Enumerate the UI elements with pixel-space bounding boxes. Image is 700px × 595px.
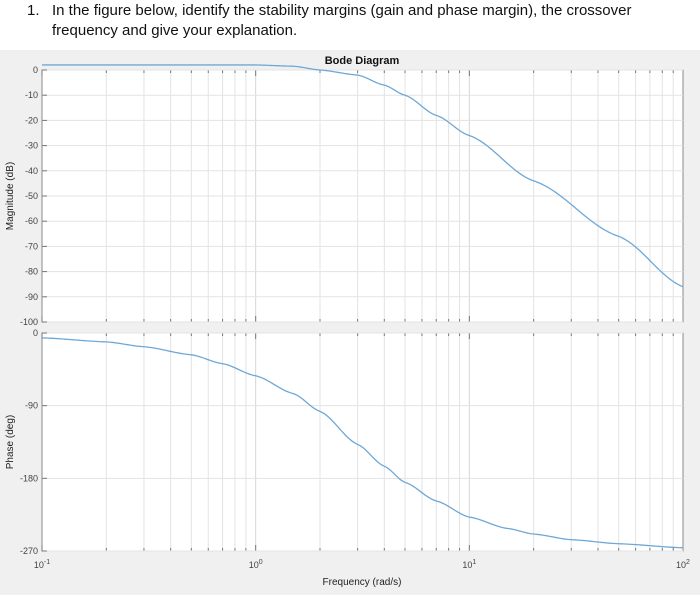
magnitude-tick-label: -50 bbox=[25, 191, 38, 201]
x-tick-exponent: 1 bbox=[472, 559, 476, 566]
question-line-2: frequency and give your explanation. bbox=[52, 22, 298, 39]
phase-plot-area bbox=[41, 332, 684, 552]
phase-grid bbox=[41, 332, 683, 552]
magnitude-tick-label: -60 bbox=[25, 216, 38, 226]
phase-curve bbox=[41, 337, 684, 549]
magnitude-tick-label: -30 bbox=[25, 141, 38, 151]
magnitude-tick-label: -40 bbox=[25, 166, 38, 176]
x-tick-label: 100 bbox=[249, 559, 263, 570]
magnitude-tick-label: 0 bbox=[33, 65, 38, 75]
x-axis-label: Frequency (rad/s) bbox=[323, 577, 402, 588]
bode-figure: Bode Diagram 0 -10 -20 -30 -40 -50 -60 -70 -80 -9… bbox=[0, 50, 700, 595]
phase-y-ticks: 0 -90 -180 -270 bbox=[20, 328, 47, 556]
magnitude-curve bbox=[42, 64, 684, 288]
phase-tick-label: -270 bbox=[20, 546, 38, 556]
phase-ylabel: Phase (deg) bbox=[5, 415, 16, 469]
question-line-1: In the figure below, identify the stabil… bbox=[52, 2, 632, 19]
question-number: 1. bbox=[27, 2, 40, 19]
question-text: 1. In the figure below, identify the sta… bbox=[0, 0, 700, 50]
bode-diagram: Bode Diagram 0-10-20-30-40-50-60-70-80-9… bbox=[5, 55, 690, 588]
magnitude-tick-label: -90 bbox=[25, 292, 38, 302]
magnitude-tick-label: -20 bbox=[25, 115, 38, 125]
magnitude-tick-label: -100 bbox=[20, 317, 38, 327]
magnitude-ylabel: Magnitude (dB) bbox=[5, 162, 16, 230]
magnitude-tick-label: -70 bbox=[25, 241, 38, 251]
x-tick-exponent: -1 bbox=[44, 559, 50, 566]
x-tick-label: 102 bbox=[676, 559, 690, 570]
x-tick-label: 101 bbox=[462, 559, 476, 570]
phase-tick-label: -90 bbox=[25, 401, 38, 411]
magnitude-tick-label: -10 bbox=[25, 90, 38, 100]
x-tick-exponent: 2 bbox=[686, 559, 690, 566]
magnitude-y-ticks: 0 -10 -20 -30 -40 -50 -60 -70 -80 -90 -100 bbox=[20, 65, 47, 327]
phase-tick-label: -180 bbox=[20, 473, 38, 483]
magnitude-tick-label: -80 bbox=[25, 267, 38, 277]
x-tick-exponent: 0 bbox=[259, 559, 263, 566]
x-axis-ticks: 10-1 100 101 102 bbox=[34, 559, 690, 570]
chart-title: Bode Diagram bbox=[325, 55, 400, 67]
x-tick-label: 10-1 bbox=[34, 559, 50, 570]
phase-tick-label: 0 bbox=[33, 328, 38, 338]
magnitude-grid bbox=[41, 69, 683, 323]
